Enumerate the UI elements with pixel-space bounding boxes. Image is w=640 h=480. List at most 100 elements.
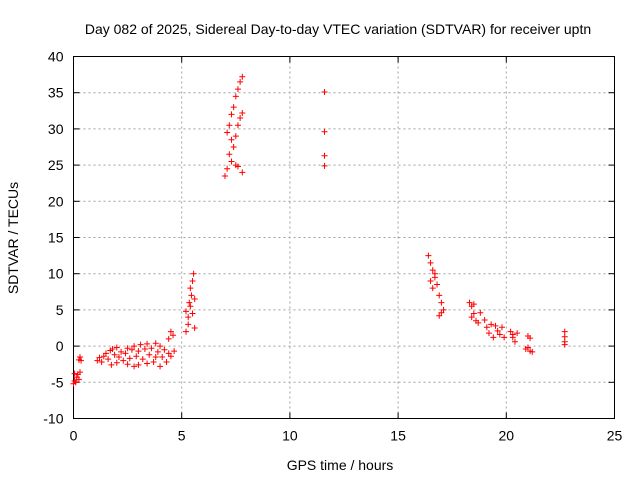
axis-ticks: 0 5 10 15 20 25 -10 -5 0 5 10 15 20 25 30 35 40 bbox=[43, 49, 622, 444]
data-point bbox=[230, 104, 237, 111]
x-axis-label: GPS time / hours bbox=[287, 457, 394, 473]
data-point bbox=[438, 299, 445, 306]
data-point bbox=[234, 86, 241, 93]
data-point bbox=[501, 334, 508, 341]
data-point bbox=[189, 277, 196, 284]
data-point bbox=[237, 115, 244, 122]
data-point bbox=[234, 122, 241, 129]
data-point bbox=[561, 333, 568, 340]
data-point bbox=[321, 128, 328, 135]
data-point bbox=[224, 129, 231, 136]
data-point bbox=[527, 335, 534, 342]
data-point bbox=[75, 376, 82, 383]
data-point bbox=[135, 361, 142, 368]
data-point bbox=[228, 158, 235, 165]
y-tick-label: 20 bbox=[48, 193, 64, 209]
data-point bbox=[321, 162, 328, 169]
x-tick-label: 5 bbox=[178, 428, 186, 444]
y-tick-label: 40 bbox=[48, 49, 64, 65]
data-point bbox=[126, 355, 133, 362]
data-point bbox=[509, 331, 516, 338]
data-point bbox=[111, 351, 118, 358]
data-point bbox=[131, 343, 138, 350]
data-point bbox=[239, 109, 246, 116]
data-point bbox=[157, 343, 164, 350]
data-point bbox=[232, 133, 239, 140]
x-tick-label: 0 bbox=[70, 428, 78, 444]
y-tick-label: 5 bbox=[56, 302, 64, 318]
data-point bbox=[226, 151, 233, 158]
data-point bbox=[221, 172, 228, 179]
y-tick-label: 10 bbox=[48, 266, 64, 282]
data-point bbox=[131, 363, 138, 370]
data-point bbox=[483, 324, 490, 331]
data-point bbox=[105, 356, 112, 363]
data-point bbox=[427, 259, 434, 266]
data-point bbox=[496, 331, 503, 338]
data-point bbox=[492, 322, 499, 329]
data-point bbox=[224, 165, 231, 172]
data-point bbox=[109, 345, 116, 352]
data-point bbox=[321, 152, 328, 159]
data-point bbox=[102, 350, 109, 357]
data-point bbox=[488, 321, 495, 328]
data-point bbox=[161, 346, 168, 353]
data-point bbox=[171, 348, 178, 355]
data-point bbox=[230, 144, 237, 150]
data-point bbox=[431, 270, 438, 277]
data-point bbox=[470, 310, 477, 317]
data-point bbox=[157, 363, 164, 370]
data-point bbox=[485, 330, 492, 337]
y-tick-label: 15 bbox=[48, 230, 64, 246]
data-point bbox=[187, 303, 194, 310]
data-point bbox=[232, 93, 239, 100]
data-point bbox=[434, 281, 441, 288]
data-point bbox=[239, 169, 246, 176]
y-tick-label: -5 bbox=[51, 374, 64, 390]
data-point bbox=[514, 330, 521, 337]
chart-title: Day 082 of 2025, Sidereal Day-to-day VTE… bbox=[85, 21, 591, 37]
data-point bbox=[96, 354, 103, 361]
data-point bbox=[122, 350, 129, 357]
data-point bbox=[186, 299, 193, 306]
data-point bbox=[108, 361, 115, 368]
data-point bbox=[438, 309, 445, 316]
data-point bbox=[146, 351, 153, 358]
data-point bbox=[159, 353, 166, 360]
data-point bbox=[239, 73, 246, 80]
data-point bbox=[234, 163, 241, 170]
data-point bbox=[163, 359, 170, 366]
data-point bbox=[191, 325, 198, 331]
data-point bbox=[189, 310, 196, 317]
data-point bbox=[128, 346, 135, 353]
data-point bbox=[167, 328, 174, 335]
data-point bbox=[71, 377, 78, 384]
data-point bbox=[190, 270, 197, 277]
data-point bbox=[133, 353, 140, 360]
data-point bbox=[524, 344, 531, 351]
x-tick-label: 20 bbox=[499, 428, 515, 444]
data-point bbox=[468, 314, 475, 321]
data-point bbox=[470, 301, 477, 308]
data-point bbox=[141, 345, 148, 352]
data-point bbox=[475, 319, 482, 326]
data-point bbox=[237, 78, 244, 85]
data-point bbox=[144, 360, 151, 367]
data-point bbox=[187, 285, 194, 292]
data-point bbox=[144, 340, 151, 347]
data-point bbox=[191, 296, 198, 303]
data-point bbox=[498, 324, 505, 331]
data-point bbox=[429, 267, 436, 274]
data-point bbox=[185, 321, 192, 328]
data-point bbox=[75, 356, 82, 363]
data-point bbox=[477, 309, 484, 316]
data-point bbox=[113, 344, 120, 351]
data-point bbox=[427, 277, 434, 284]
data-point bbox=[561, 328, 568, 335]
data-points bbox=[70, 73, 568, 387]
y-tick-label: -10 bbox=[43, 411, 63, 427]
data-point bbox=[170, 332, 177, 339]
data-point bbox=[228, 136, 235, 143]
